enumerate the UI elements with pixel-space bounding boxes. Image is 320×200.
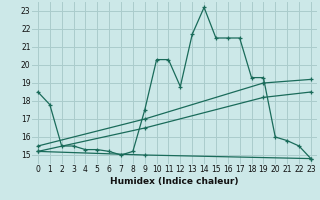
X-axis label: Humidex (Indice chaleur): Humidex (Indice chaleur) (110, 177, 239, 186)
